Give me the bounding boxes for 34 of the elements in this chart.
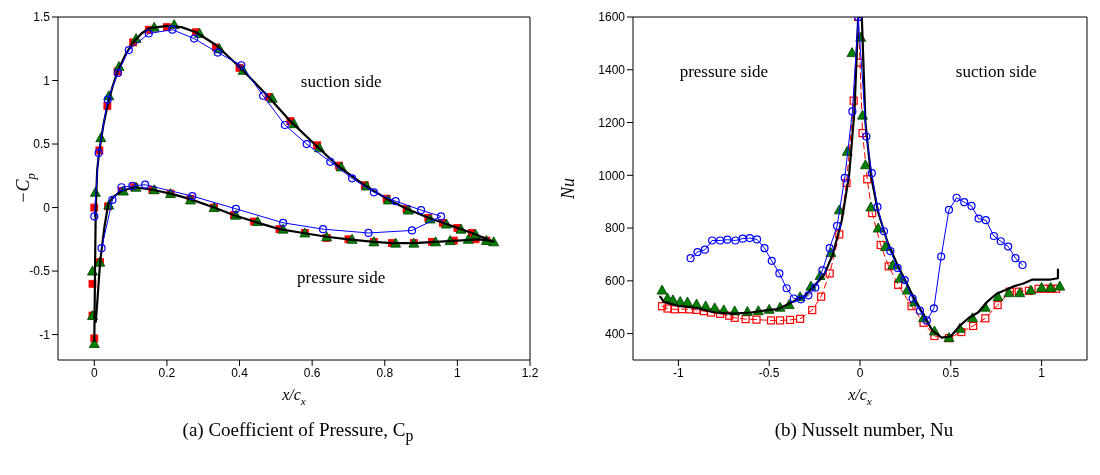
text: (a) Coefficient of Pressure, C$_{p}$ bbox=[181, 419, 415, 445]
y-tick-label: 400 bbox=[604, 326, 626, 341]
x-tick-label: 0 bbox=[90, 365, 98, 380]
annotation: pressure side bbox=[679, 61, 768, 82]
y-tick-label: 800 bbox=[604, 221, 626, 236]
y-tick-label: -0.5 bbox=[29, 264, 51, 279]
y-tick-label: 1400 bbox=[598, 63, 626, 78]
y-tick-label: 0 bbox=[43, 200, 51, 215]
y-tick-label: 600 bbox=[604, 274, 626, 289]
annotation: pressure side bbox=[297, 267, 386, 288]
x-axis-title: x/c$_{x}$ bbox=[847, 385, 872, 407]
x-axis-title: x/c$_{x}$ bbox=[281, 385, 306, 407]
x-tick-label: -0.5 bbox=[758, 365, 780, 380]
annotation: suction side bbox=[955, 61, 1037, 82]
x-tick-label: 0.5 bbox=[942, 365, 960, 380]
y-tick-label: -1 bbox=[39, 327, 51, 342]
x-tick-label: 0 bbox=[856, 365, 864, 380]
y-tick-label: 1 bbox=[43, 73, 51, 88]
x-tick-label: 0.6 bbox=[303, 365, 321, 380]
annotation: suction side bbox=[300, 72, 382, 93]
y-tick-label: 1000 bbox=[598, 168, 626, 183]
y-tick-label: 0.5 bbox=[33, 137, 51, 152]
x-tick-label: 0.2 bbox=[158, 365, 176, 380]
y-axis-title: Nu bbox=[558, 177, 579, 201]
x-tick-label: 1.2 bbox=[521, 365, 539, 380]
x-tick-label: -1 bbox=[673, 365, 685, 380]
x-tick-label: 1 bbox=[454, 365, 462, 380]
y-tick-label: 1200 bbox=[598, 115, 626, 130]
x-tick-label: 0.4 bbox=[231, 365, 249, 380]
y-tick-label: 1.5 bbox=[33, 10, 51, 25]
text: (b) Nusselt number, Nu bbox=[773, 419, 955, 441]
x-tick-label: 1 bbox=[1038, 365, 1046, 380]
y-tick-label: 1600 bbox=[598, 10, 626, 25]
x-tick-label: 0.8 bbox=[376, 365, 394, 380]
